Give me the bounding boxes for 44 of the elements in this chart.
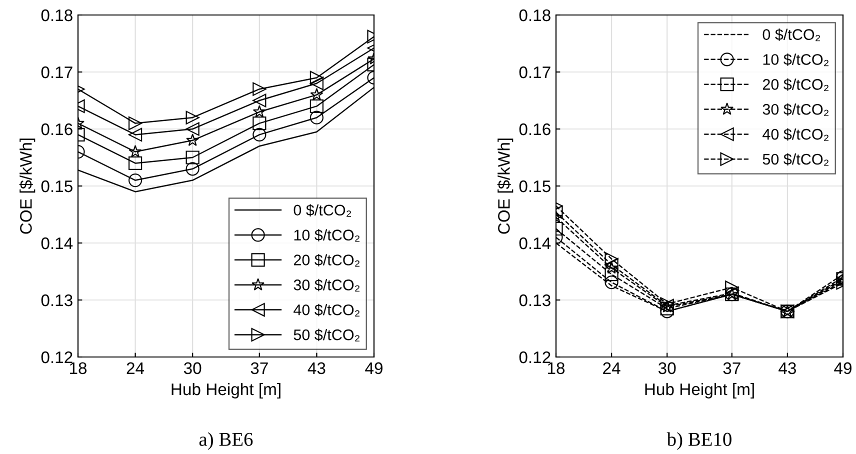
- y-tick-label: 0.15: [41, 180, 72, 192]
- y-tick-label: 0.13: [41, 294, 72, 306]
- legend-label: 30 $/tCO₂: [294, 278, 360, 292]
- legend-label: 20 $/tCO₂: [762, 78, 828, 91]
- y-tick-label: 0.12: [41, 351, 72, 364]
- y-tick-label: 0.13: [519, 294, 550, 306]
- x-tick-label: 37: [723, 362, 740, 374]
- x-tick-label: 30: [658, 362, 676, 374]
- x-tick-label: 18: [548, 362, 565, 374]
- x-axis-title: Hub Height [m]: [645, 382, 754, 398]
- y-axis-title: COE [$/kWh]: [497, 138, 514, 234]
- legend-label: 0 $/tCO₂: [294, 204, 351, 217]
- legend-label: 0 $/tCO₂: [762, 28, 820, 42]
- x-axis-title: Hub Height [m]: [172, 382, 280, 398]
- legend-label: 50 $/tCO₂: [294, 328, 360, 342]
- legend-label: 10 $/tCO₂: [294, 229, 360, 242]
- x-tick-label: 37: [250, 362, 268, 374]
- text: a) BE6: [199, 432, 253, 450]
- y-tick-label: 0.16: [519, 123, 550, 136]
- x-tick-label: 30: [184, 362, 202, 374]
- y-tick-label: 0.15: [519, 180, 550, 192]
- y-tick-label: 0.14: [519, 237, 551, 250]
- y-tick-label: 0.12: [519, 351, 550, 364]
- legend-label: 40 $/tCO₂: [294, 304, 360, 316]
- legend-label: 40 $/tCO₂: [762, 128, 828, 141]
- y-axis-title: COE [$/kWh]: [19, 138, 36, 234]
- y-tick-label: 0.18: [41, 9, 72, 22]
- x-tick-label: 24: [126, 362, 144, 374]
- legend-label: 10 $/tCO₂: [763, 53, 828, 66]
- x-tick-label: 43: [778, 362, 796, 374]
- x-tick-label: 49: [834, 362, 852, 374]
- x-tick-label: 49: [365, 362, 382, 374]
- y-tick-label: 0.14: [41, 237, 73, 250]
- y-tick-label: 0.18: [519, 9, 550, 22]
- x-tick-label: 24: [603, 362, 620, 374]
- text: b) BE10: [666, 432, 732, 450]
- x-tick-label: 18: [70, 362, 87, 374]
- y-tick-label: 0.17: [41, 66, 72, 78]
- legend-label: 30 $/tCO₂: [762, 103, 828, 116]
- x-tick-label: 43: [308, 362, 326, 374]
- legend-label: 20 $/tCO₂: [294, 254, 360, 267]
- legend-label: 50 $/tCO₂: [762, 153, 828, 166]
- y-tick-label: 0.17: [519, 66, 550, 78]
- y-tick-label: 0.16: [41, 123, 72, 136]
